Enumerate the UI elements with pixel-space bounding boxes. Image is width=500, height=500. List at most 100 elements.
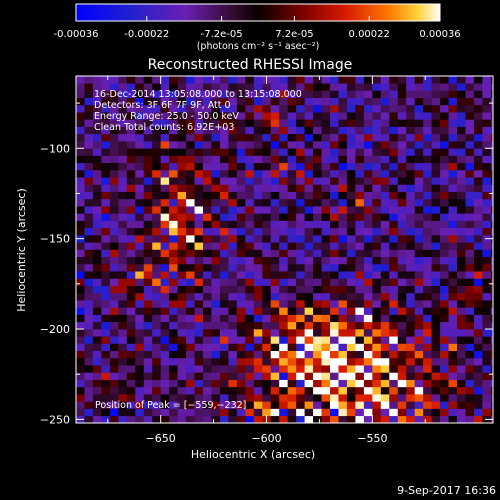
heatmap-cell [313,141,322,149]
heatmap-cell [203,379,212,388]
heatmap-cell [143,126,153,135]
heatmap-cell [338,292,348,301]
heatmap-cell [109,220,119,229]
heatmap-cell [270,83,280,91]
heatmap-cell [177,386,187,395]
heatmap-cell [448,141,458,149]
heatmap-cell [143,401,153,409]
heatmap-cell [313,365,322,373]
heatmap-cell [338,300,348,308]
heatmap-cell [279,119,288,127]
heatmap-cell [211,256,221,265]
heatmap-cell [152,408,161,417]
heatmap-cell [279,314,288,323]
heatmap-cell [152,256,161,265]
heatmap-cell [372,220,382,229]
heatmap-cell [228,119,238,127]
heatmap-cell [389,235,399,243]
heatmap-cell [473,300,483,308]
heatmap-cell [236,329,246,337]
heatmap-cell [448,126,458,135]
heatmap-cell [406,191,415,200]
heatmap-cell [313,292,322,301]
heatmap-cell [363,292,373,301]
heatmap-cell [245,408,255,417]
heatmap-cell [296,97,305,106]
heatmap-cell [414,292,424,301]
heatmap-cell [76,198,85,207]
heatmap-cell [431,206,441,214]
heatmap-cell [262,162,272,171]
heatmap-cell [228,415,238,423]
heatmap-cell [118,126,128,135]
heatmap-cell [490,278,493,286]
heatmap-cell [338,76,348,84]
heatmap-cell [330,271,339,279]
heatmap-cell [203,271,212,279]
heatmap-cell [423,227,432,236]
heatmap-cell [313,379,322,388]
heatmap-cell [457,235,466,243]
heatmap-cell [101,112,111,120]
heatmap-cell [126,336,136,344]
heatmap-cell [228,263,238,272]
heatmap-cell [482,191,492,200]
heatmap-cell [228,372,238,380]
heatmap-cell [330,83,339,91]
heatmap-cell [279,343,288,352]
heatmap-cell [440,271,449,279]
heatmap-cell [76,155,85,164]
heatmap-cell [219,126,229,135]
heatmap-cell [397,343,407,352]
heatmap-cell [279,83,288,91]
heatmap-cell [313,213,322,221]
heatmap-cell [76,227,85,236]
heatmap-cell [414,285,424,294]
heatmap-cell [262,329,272,337]
heatmap-cell [346,379,356,388]
heatmap-cell [135,155,145,164]
heatmap-cell [76,76,85,84]
heatmap-cell [465,300,475,308]
heatmap-cell [423,321,432,330]
heatmap-cell [338,350,348,359]
heatmap-cell [84,83,94,91]
heatmap-cell [440,213,449,221]
heatmap-cell [253,263,263,272]
heatmap-cell [465,213,475,221]
heatmap-cell [465,401,475,409]
heatmap-cell [194,198,204,207]
heatmap-cell [92,184,102,192]
heatmap-cell [169,184,178,192]
heatmap-cell [363,350,373,359]
heatmap-cell [304,169,314,178]
heatmap-cell [389,343,399,352]
heatmap-cell [177,198,187,207]
heatmap-cell [321,126,331,135]
heatmap-cell [279,162,288,171]
heatmap-cell [380,256,390,265]
heatmap-cell [448,386,458,395]
heatmap-cell [448,162,458,171]
heatmap-cell [338,278,348,286]
heatmap-cell [219,155,229,164]
heatmap-cell [219,278,229,286]
heatmap-cell [440,256,449,265]
heatmap-cell [270,97,280,106]
heatmap-cell [109,401,119,409]
heatmap-cell [406,379,415,388]
heatmap-cell [338,220,348,229]
heatmap-cell [304,220,314,229]
heatmap-cell [397,394,407,402]
heatmap-cell [245,242,255,250]
heatmap-cell [330,97,339,106]
heatmap-cell [355,415,365,423]
heatmap-cell [270,220,280,229]
heatmap-cell [389,415,399,423]
heatmap-cell [406,119,415,127]
heatmap-cell [372,119,382,127]
heatmap-cell [126,386,136,395]
heatmap-cell [313,191,322,200]
heatmap-cell [380,206,390,214]
heatmap-cell [203,329,212,337]
